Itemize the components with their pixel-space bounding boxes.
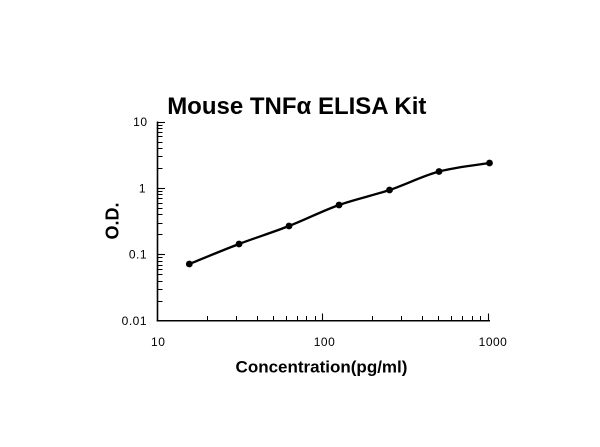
- svg-text:1000: 1000: [479, 335, 508, 349]
- svg-text:Mouse TNFα ELISA Kit: Mouse TNFα ELISA Kit: [167, 93, 426, 120]
- svg-text:0.1: 0.1: [129, 248, 147, 262]
- svg-text:O.D.: O.D.: [103, 202, 123, 239]
- svg-text:0.01: 0.01: [122, 314, 147, 328]
- svg-text:1: 1: [139, 181, 146, 195]
- svg-text:10: 10: [151, 335, 165, 349]
- svg-text:10: 10: [133, 115, 147, 129]
- svg-text:100: 100: [314, 335, 336, 349]
- svg-text:Concentration(pg/ml): Concentration(pg/ml): [236, 358, 408, 377]
